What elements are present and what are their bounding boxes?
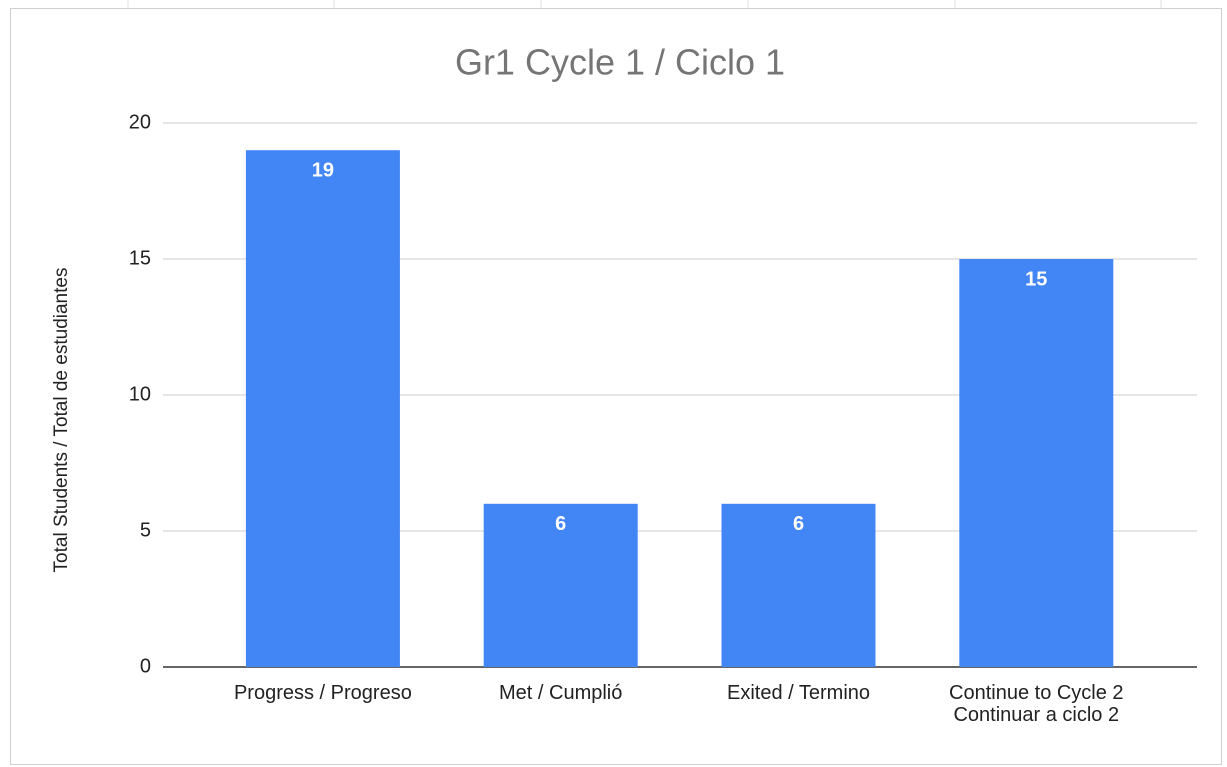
y-tick-label: 15 bbox=[129, 247, 151, 269]
bar bbox=[721, 503, 876, 667]
data-label: 19 bbox=[312, 159, 334, 181]
y-tick-label: 0 bbox=[140, 655, 151, 677]
sheet-grid bbox=[127, 0, 1162, 8]
bar bbox=[245, 150, 400, 667]
data-label: 6 bbox=[793, 513, 804, 535]
x-tick-label: Met / Cumplió bbox=[499, 682, 622, 704]
bar bbox=[483, 503, 638, 667]
x-tick-label: Exited / Termino bbox=[727, 682, 870, 704]
y-axis-label: Total Students / Total de estudiantes bbox=[51, 268, 72, 573]
bar bbox=[959, 259, 1114, 667]
y-tick-label: 20 bbox=[129, 111, 151, 133]
x-tick-label: Continue to Cycle 2 Continuar a ciclo 2 bbox=[949, 682, 1124, 726]
data-label: 15 bbox=[1025, 268, 1047, 290]
y-tick-label: 10 bbox=[129, 383, 151, 405]
y-tick-label: 5 bbox=[140, 519, 151, 541]
chart-title: Gr1 Cycle 1 / Ciclo 1 bbox=[455, 42, 785, 83]
data-label: 6 bbox=[555, 513, 566, 535]
x-tick-label: Progress / Progreso bbox=[234, 682, 412, 704]
